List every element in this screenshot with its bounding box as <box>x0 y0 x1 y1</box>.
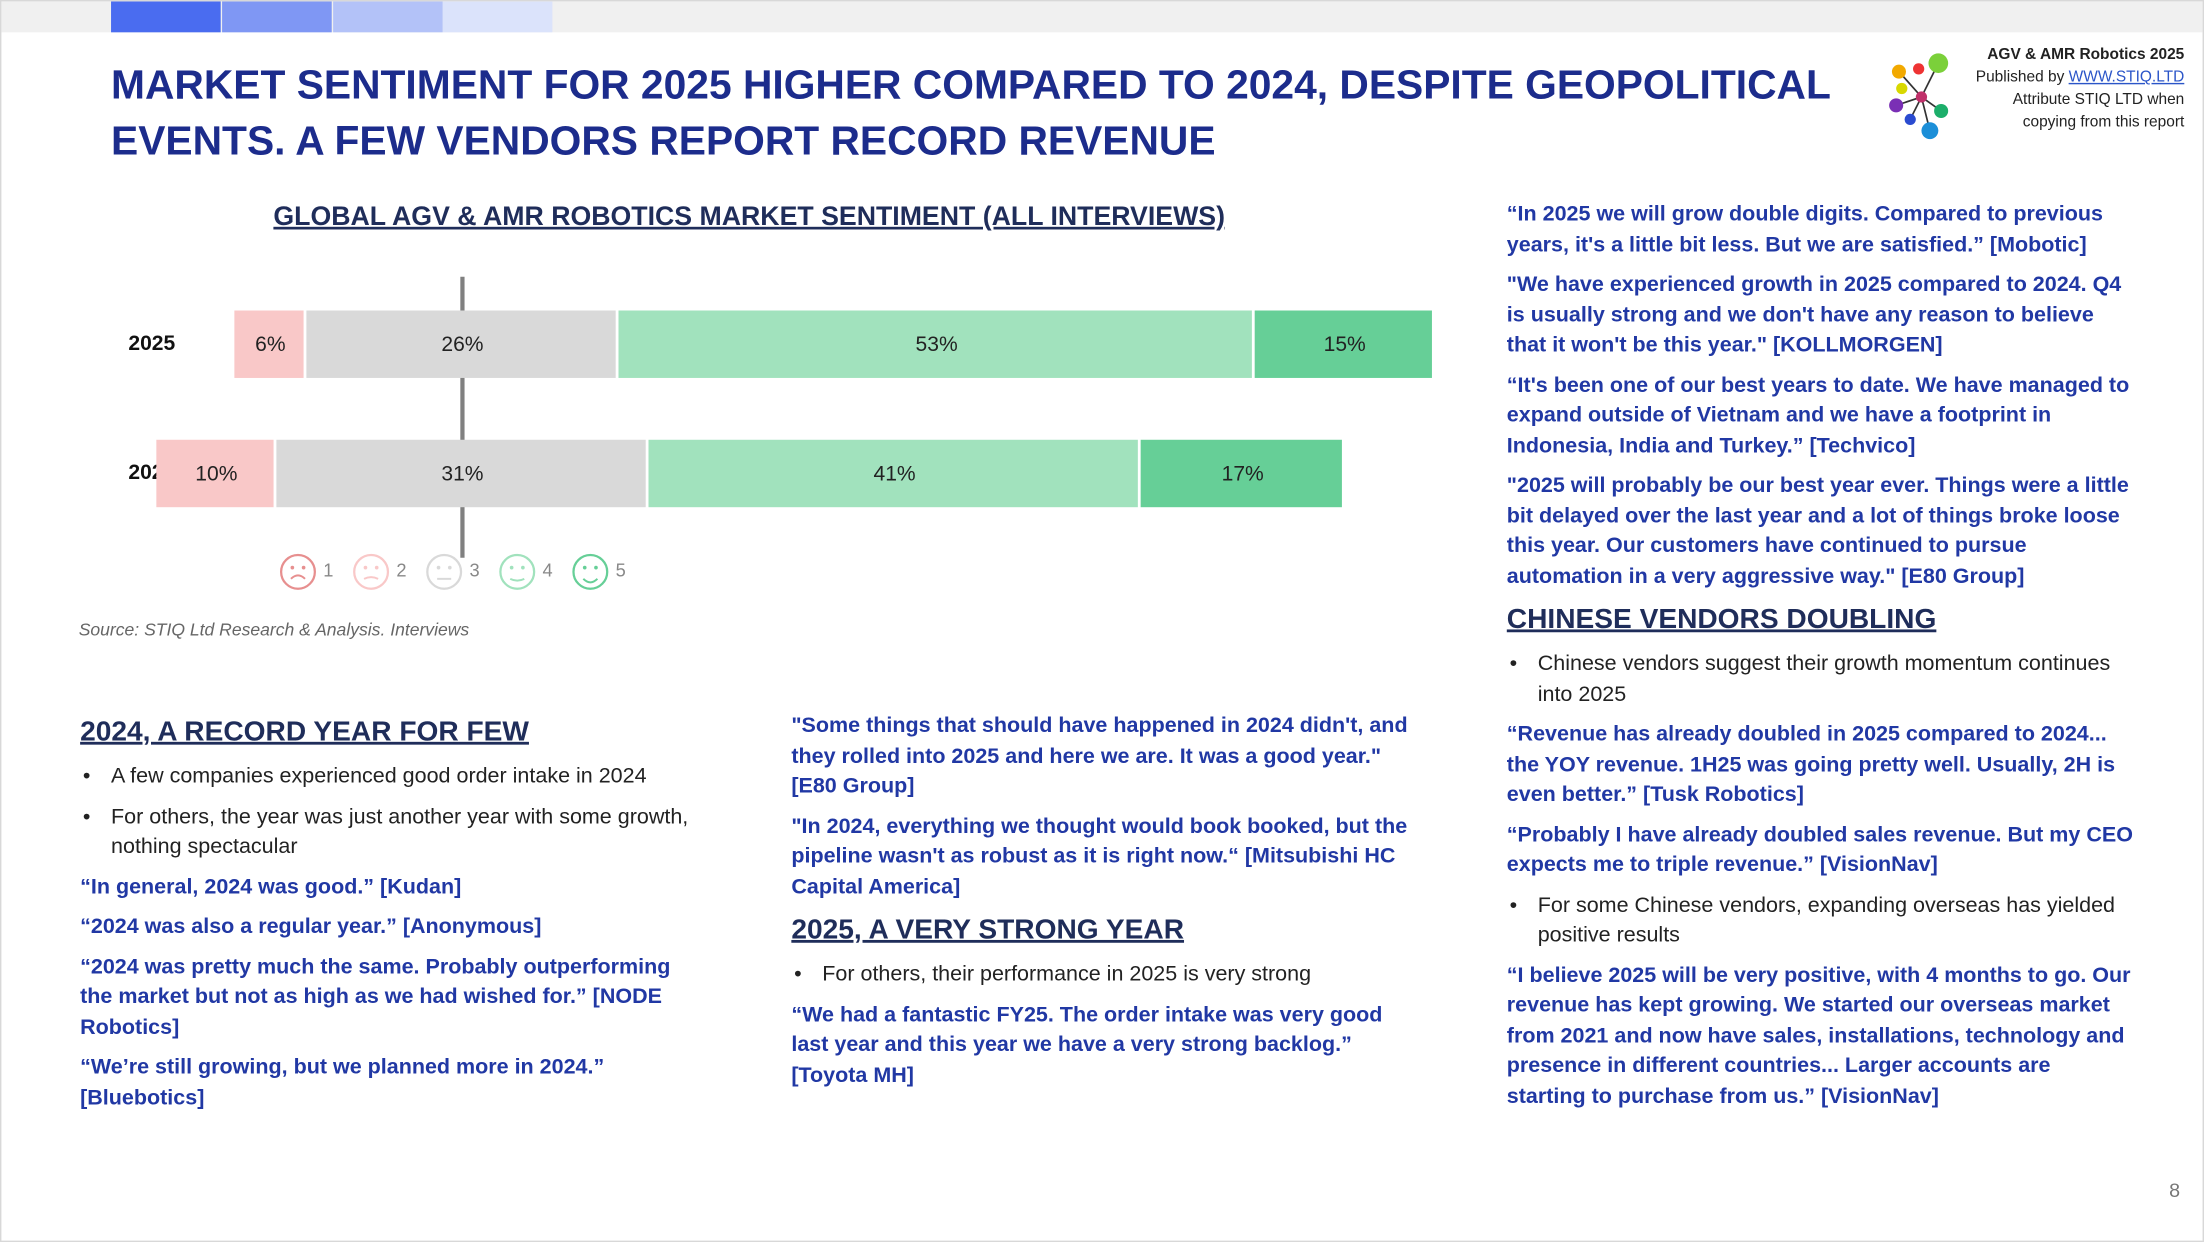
quote: "In 2024, everything we thought would bo… <box>791 814 1408 899</box>
badge-published: Published by WWW.STIQ.LTD <box>1976 66 2185 88</box>
bullet: For some Chinese vendors, expanding over… <box>1507 890 2134 950</box>
bullet: For others, the year was just another ye… <box>80 802 698 862</box>
bar-segment <box>156 439 274 508</box>
badge: AGV & AMR Robotics 2025 Published by WWW… <box>1976 44 2185 134</box>
column: 2024, A RECORD YEAR FOR FEW A few compani… <box>80 711 698 1123</box>
quote: "2025 will probably be our best year eve… <box>1506 473 2129 588</box>
quote: “I believe 2025 will be very positive, w… <box>1506 963 2131 1108</box>
badge-report: AGV & AMR Robotics 2025 <box>1987 46 2185 64</box>
logo <box>1889 53 1949 140</box>
legend-face <box>426 553 463 590</box>
quote: “Probably I have already doubled sales r… <box>1506 822 2133 877</box>
bar-segment <box>1140 439 1342 508</box>
bar-segment <box>276 439 646 508</box>
legend-eye <box>301 565 306 570</box>
page-number: 8 <box>2169 1178 2181 1202</box>
quote: “It's been one of our best years to date… <box>1506 373 2130 458</box>
value-label: 31% <box>441 462 483 485</box>
legend-eye <box>521 565 525 570</box>
legend-face <box>572 553 609 590</box>
bullet: A few companies experienced good order i… <box>80 762 698 792</box>
slide-title: MARKET SENTIMENT FOR 2025 HIGHER COMPARE… <box>111 63 1831 165</box>
legend-label: 2 <box>396 560 406 581</box>
legend-label: 1 <box>323 560 333 581</box>
chart: GLOBAL AGV & AMR ROBOTICS MARKET SENTIME… <box>79 201 1432 639</box>
legend-eye <box>374 565 379 570</box>
value-label: 15% <box>1324 333 1366 356</box>
bullet: Chinese vendors suggest their growth mom… <box>1507 649 2134 709</box>
value-label: 10% <box>195 462 237 485</box>
legend-item: 4 <box>499 553 553 590</box>
strip <box>222 1 332 33</box>
legend-label: 5 <box>616 560 626 581</box>
quote: “We had a fantastic FY25. The order inta… <box>791 1002 1383 1087</box>
strip <box>442 1 553 33</box>
legend-face <box>499 553 536 590</box>
badge-copying: copying from this report <box>2022 113 2185 131</box>
bar-segment <box>306 310 616 378</box>
badge-published-label: Published by <box>1975 68 2065 86</box>
legend-eye <box>436 565 441 570</box>
quote: “In 2025 we will grow double digits. Com… <box>1506 202 2103 257</box>
legend-item: 5 <box>572 553 626 590</box>
legend-label: 4 <box>543 560 553 581</box>
value-label: 26% <box>441 333 483 356</box>
legend-eye <box>447 565 452 570</box>
quote: “2024 was also a regular year.” [Anonymo… <box>80 914 542 939</box>
quote: "Some things that should have happened i… <box>791 713 1408 799</box>
legend-item: 2 <box>353 553 407 590</box>
badge-attribute: Attribute STIQ LTD when <box>2012 91 2185 109</box>
quote: “Revenue has already doubled in 2025 com… <box>1506 722 2116 807</box>
legend-face <box>279 553 316 590</box>
legend-eye <box>582 565 587 570</box>
legend-mouth <box>363 576 379 580</box>
value-label: 6% <box>255 333 285 356</box>
bullet: For others, their performance in 2025 is… <box>791 960 1424 990</box>
bar-segment <box>648 439 1138 508</box>
bar-segment <box>1254 310 1432 378</box>
bar-segment <box>618 310 1252 378</box>
bar-segment <box>234 310 304 378</box>
quote: “In general, 2024 was good.” [Kudan] <box>80 874 462 899</box>
badge-url[interactable]: WWW.STIQ.LTD <box>2068 68 2185 86</box>
legend-eye <box>290 565 295 570</box>
legend-item: 3 <box>426 553 480 590</box>
chart-source: Source: STIQ Ltd Research & Analysis. In… <box>79 619 470 639</box>
legend-mouth <box>509 577 525 582</box>
legend-eye <box>509 565 514 570</box>
heading: CHINESE VENDORS DOUBLING <box>1506 604 1937 636</box>
heading: 2024, A RECORD YEAR FOR FEW <box>80 716 529 748</box>
quote: “2024 was pretty much the same. Probably… <box>80 954 671 1039</box>
quote: “We’re still growing, but we planned mor… <box>80 1055 605 1110</box>
chart-title: GLOBAL AGV & AMR ROBOTICS MARKET SENTIME… <box>273 201 1225 231</box>
column: "Some things that should have happened i… <box>791 711 1424 1100</box>
legend-mouth <box>290 574 306 580</box>
legend-eye <box>594 565 598 570</box>
legend-item: 1 <box>279 553 333 590</box>
top-band <box>1 1 2203 33</box>
legend-eye <box>363 565 368 570</box>
column: “In 2025 we will grow double digits. Com… <box>1507 200 2134 1122</box>
value-label: 41% <box>873 462 915 485</box>
value-label: 53% <box>916 333 958 356</box>
legend-face <box>353 553 390 590</box>
legend-mouth <box>582 578 599 584</box>
row-label: 2025 <box>128 332 175 355</box>
strip <box>111 1 221 33</box>
strip <box>333 1 443 33</box>
heading: 2025, A VERY STRONG YEAR <box>791 914 1185 946</box>
legend-label: 3 <box>469 560 479 581</box>
value-label: 17% <box>1222 462 1264 485</box>
quote: "We have experienced growth in 2025 comp… <box>1506 272 2122 357</box>
